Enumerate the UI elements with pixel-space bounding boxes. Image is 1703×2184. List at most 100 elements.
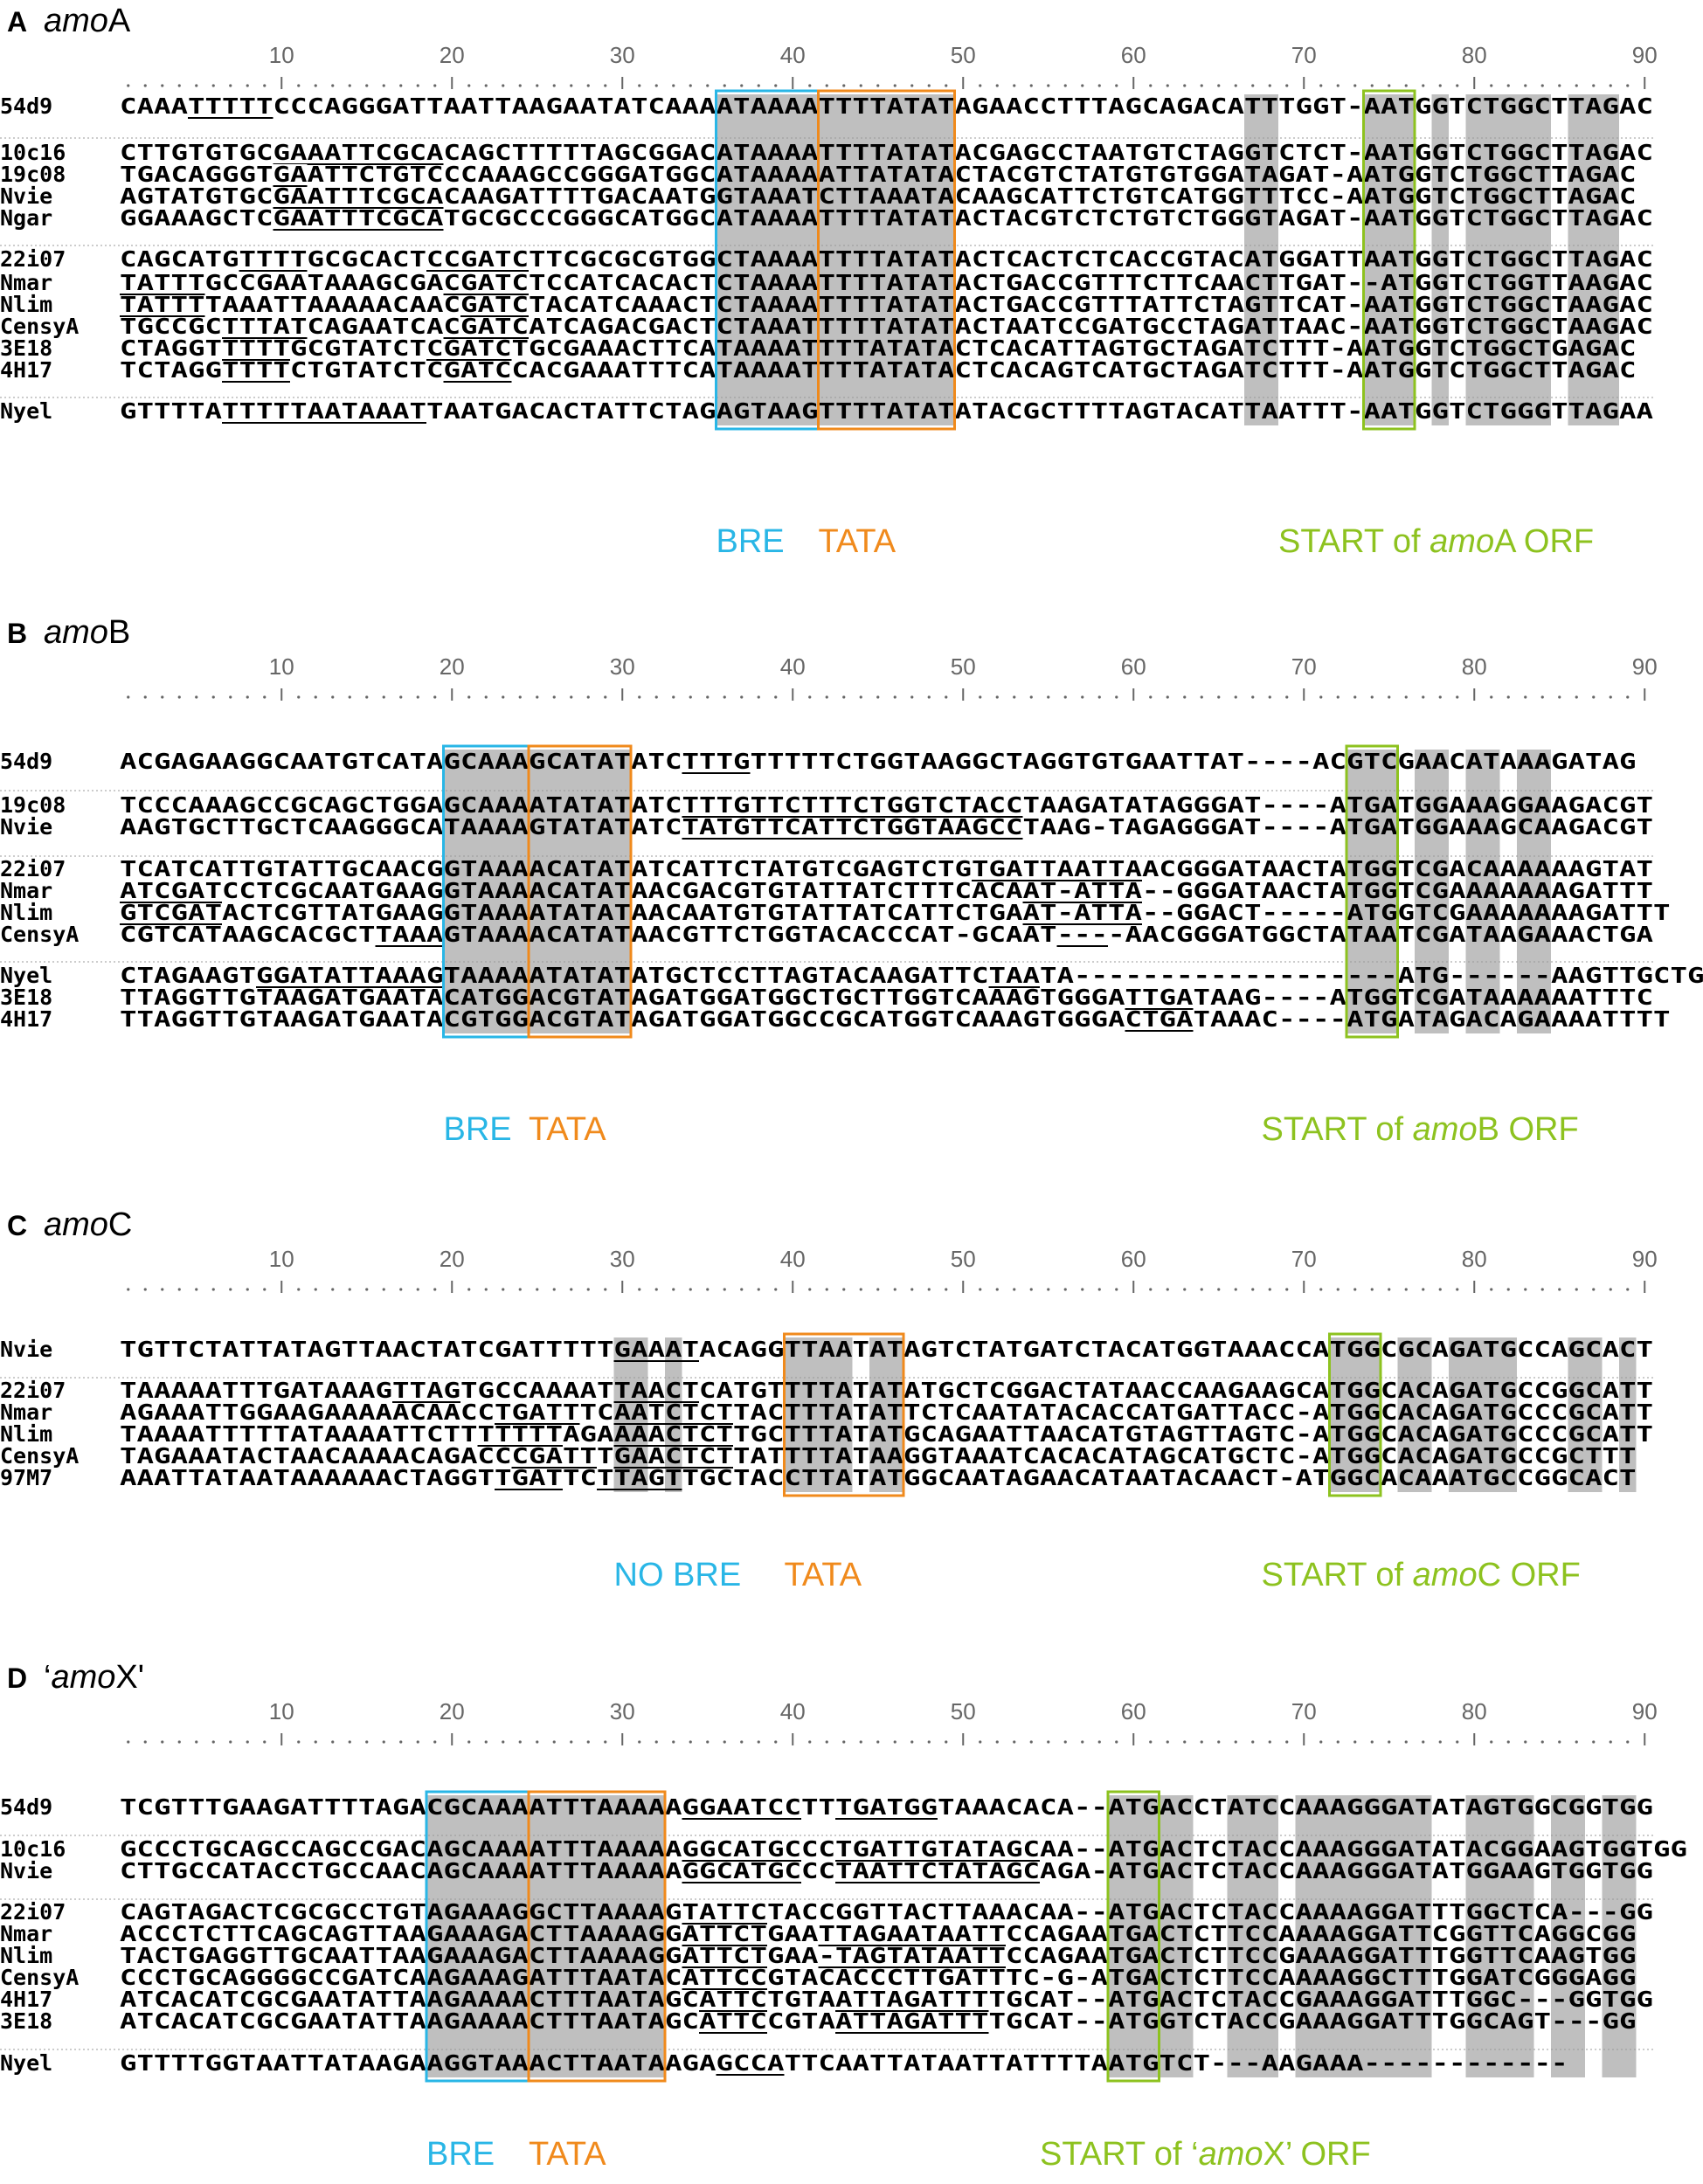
ruler-dot	[910, 84, 914, 87]
ruler-dot	[723, 695, 726, 699]
title-rest: A	[108, 3, 131, 39]
ruler-tick-label: 20	[440, 42, 465, 68]
bre-label: BRE	[426, 2136, 495, 2173]
ruler-dot	[246, 695, 249, 699]
ruler-dot	[1609, 84, 1612, 87]
sequence: GTTTTATTTTTAATAAATTAATGACACTATTCTAGAGTAA…	[120, 398, 1653, 424]
ruler-dot	[1422, 84, 1425, 87]
ruler-dot	[1592, 84, 1596, 87]
ruler-dot	[1063, 695, 1067, 699]
sequence-name: Nvie	[0, 183, 52, 209]
sequence: TATTTGCCGAATAAAGCGACGATCTCCATCACACTCTAAA…	[120, 270, 1653, 295]
ruler-dot	[1353, 1288, 1357, 1291]
sequence: TGACAGGGTGAATTCTGTCCCAAAGCCGGGATGGCATAAA…	[120, 162, 1637, 187]
ruler-dot	[365, 1288, 369, 1291]
conserved-shading	[1346, 750, 1398, 1033]
ruler-dot	[842, 84, 846, 87]
ruler-dot	[945, 1740, 948, 1744]
ruler-dot	[1388, 84, 1391, 87]
ruler-dot	[842, 1740, 846, 1744]
ruler-dot	[757, 695, 760, 699]
tata-label: TATA	[785, 1557, 862, 1593]
ruler-dot	[740, 1740, 744, 1744]
ruler-dot	[127, 1740, 130, 1744]
ruler-dot	[570, 1288, 573, 1291]
tata-box	[527, 744, 633, 1039]
ruler-dot	[518, 1740, 522, 1744]
ruler-dot	[1404, 695, 1408, 699]
ruler-dot	[893, 84, 896, 87]
ruler-dot	[876, 1288, 880, 1291]
ruler-dot	[1149, 695, 1153, 699]
ruler-dot	[1166, 695, 1169, 699]
ruler-dot	[1353, 1740, 1357, 1744]
conserved-shading	[529, 1795, 665, 2077]
ruler-dot	[740, 1288, 744, 1291]
ruler-dot	[689, 1740, 692, 1744]
sequence: TACTGAGGTTGCAATTAAGAAAGACTTAAAAGGATTCTGA…	[120, 1943, 1637, 1968]
ruler-dot	[1029, 84, 1033, 87]
ruler-dot	[1626, 1740, 1630, 1744]
ruler-dot	[723, 1288, 726, 1291]
ruler-dot	[1013, 1288, 1016, 1291]
ruler-dot	[1166, 84, 1169, 87]
ruler-tick-label: 60	[1121, 653, 1146, 680]
ruler-dot	[1013, 84, 1016, 87]
conserved-shading	[1346, 1795, 1432, 2077]
sequence-name: Nlim	[0, 1943, 52, 1968]
ruler-dot	[1268, 1740, 1271, 1744]
start-italic: amo	[1413, 1557, 1478, 1593]
conserved-shading	[1465, 750, 1500, 1033]
ruler-dot	[859, 84, 862, 87]
start-suffix: A ORF	[1494, 523, 1594, 560]
sequence: ACGAGAAGGCAATGTCATAGCAAAGCATATATCTTTGTTT…	[120, 749, 1637, 774]
ruler-tick-label: 80	[1462, 1246, 1487, 1272]
ruler-dot	[1115, 1288, 1118, 1291]
ruler-tick-label: 80	[1462, 42, 1487, 68]
ruler-dot	[1234, 84, 1237, 87]
sequence: CTAGGTTTTTGCGTATCTCGATCTGCGAAACTTCATAAAA…	[120, 335, 1637, 361]
ruler-dot	[263, 695, 267, 699]
ruler-dot	[995, 1740, 999, 1744]
start-italic: amo	[1413, 1111, 1478, 1148]
ruler-dot	[1063, 84, 1067, 87]
sequence: TAGAAATACTAACAAAACAGACCCGATTTGAACTCTTATT…	[120, 1443, 1637, 1469]
ruler-dot	[348, 1288, 351, 1291]
sequence-name: CensyA	[0, 1965, 79, 1990]
sequence-name: 3E18	[0, 985, 52, 1010]
ruler-dot	[263, 1740, 267, 1744]
ruler-dot	[1370, 1288, 1374, 1291]
conserved-shading	[1227, 1795, 1278, 2077]
ruler-tick-label: 50	[951, 42, 976, 68]
sequence: TAAAAATTTGATAAAGTTAGTGCCAAAATTAACTCATGTT…	[120, 1378, 1653, 1403]
ruler-dot	[161, 1740, 164, 1744]
bre-label: BRE	[444, 1111, 512, 1148]
ruler-dot	[263, 1288, 267, 1291]
ruler-tick-label: 70	[1291, 653, 1317, 680]
ruler-dot	[314, 695, 317, 699]
ruler-dot	[263, 84, 267, 87]
sequence-name: 19c08	[0, 162, 66, 187]
ruler-dot	[433, 84, 437, 87]
ruler-dot	[774, 695, 778, 699]
ruler-dot	[1285, 1740, 1289, 1744]
ruler-tick-label: 30	[610, 653, 635, 680]
ruler-dot	[348, 695, 351, 699]
ruler-dot	[1370, 1740, 1374, 1744]
ruler-dot	[127, 1288, 130, 1291]
panel-letter: A	[7, 6, 27, 38]
sequence: AAGTGCTTGCTCAAGGGCATAAAAGTATATATCTATGTTC…	[120, 814, 1653, 840]
ruler-dot	[536, 84, 539, 87]
ruler-dot	[1251, 84, 1255, 87]
ruler-dot	[399, 695, 403, 699]
ruler-tick-label: 80	[1462, 653, 1487, 680]
ruler-dot	[484, 84, 488, 87]
ruler-tick-label: 50	[951, 653, 976, 680]
ruler-dot	[1370, 695, 1374, 699]
ruler-dot	[552, 84, 556, 87]
ruler-dot	[927, 1288, 931, 1291]
ruler-dot	[365, 1740, 369, 1744]
ruler-dot	[1388, 1288, 1391, 1291]
ruler-dot	[1558, 695, 1561, 699]
